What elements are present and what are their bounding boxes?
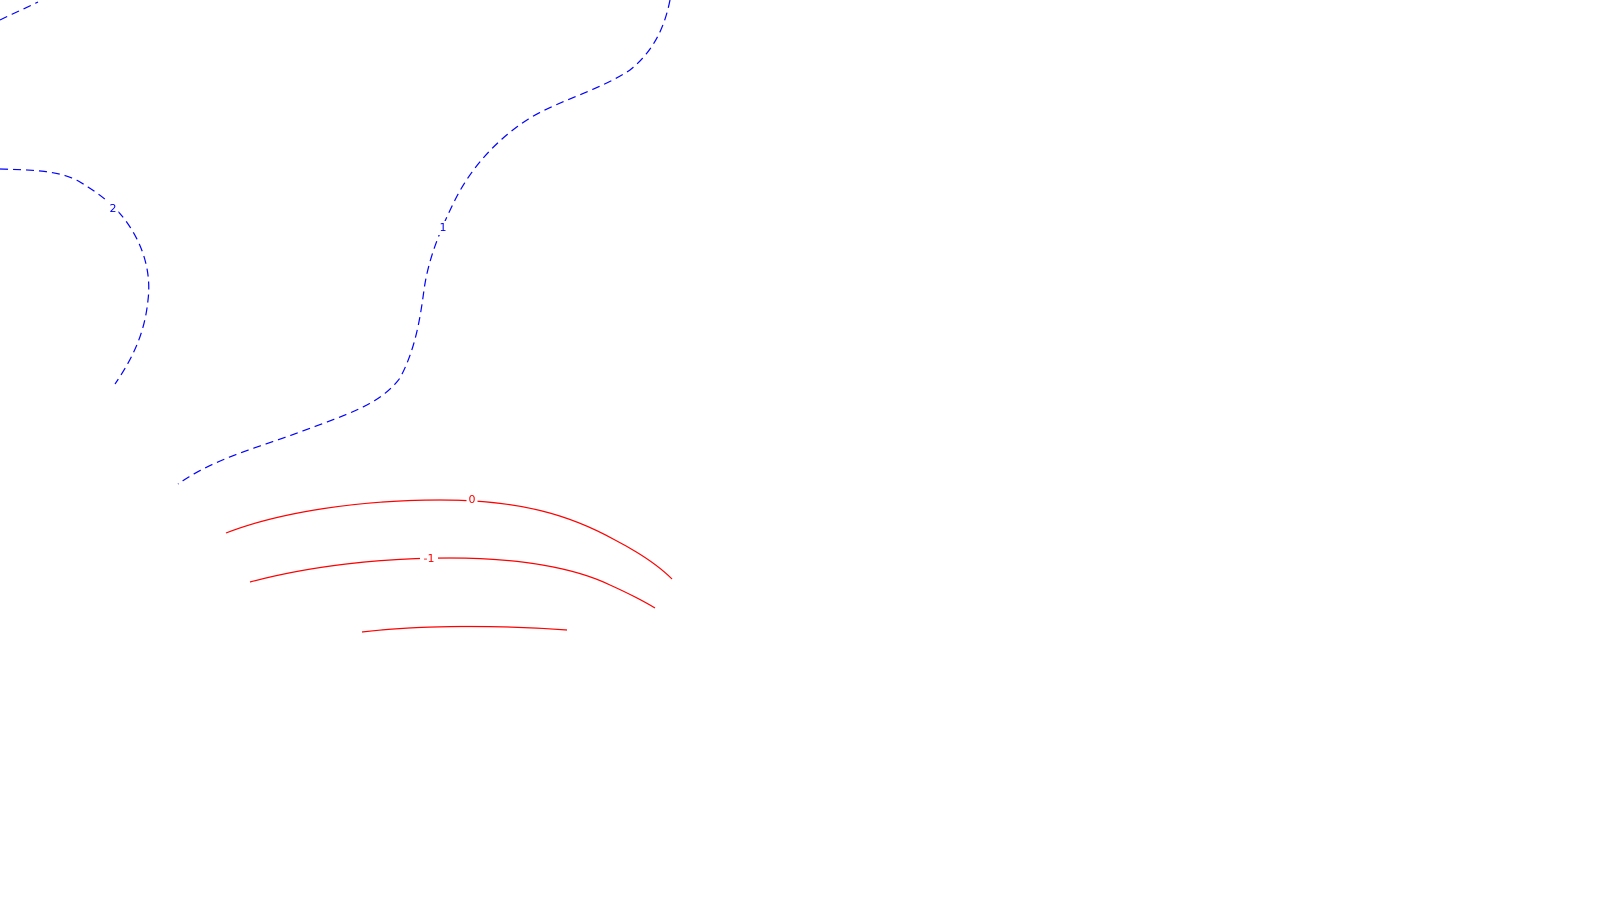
contour-label: -1 (424, 552, 435, 565)
contour-labels: 2 1 0 -1 (107, 202, 478, 566)
contour-line-segment (0, 168, 150, 385)
contour-line-segment (177, 0, 671, 485)
contour-label-background (107, 202, 119, 216)
contour-label: 1 (440, 221, 447, 234)
contour-level-neg2 (361, 625, 568, 633)
contour-label-background (466, 493, 478, 507)
contour-line-segment (361, 625, 568, 633)
contour-label: 2 (110, 202, 117, 215)
contour-label-background (420, 552, 438, 566)
contour-level-1 (177, 0, 671, 485)
contour-line-segment (249, 557, 656, 609)
contour-line-segment (0, 1, 39, 21)
contour-level-0 (225, 499, 673, 580)
contour-line-segment (225, 499, 673, 580)
contour-label-background (437, 221, 449, 235)
contour-lines (0, 0, 673, 633)
contour-label: 0 (469, 493, 476, 506)
contour-level-2 (0, 1, 150, 385)
contour-level-neg1 (249, 557, 656, 609)
